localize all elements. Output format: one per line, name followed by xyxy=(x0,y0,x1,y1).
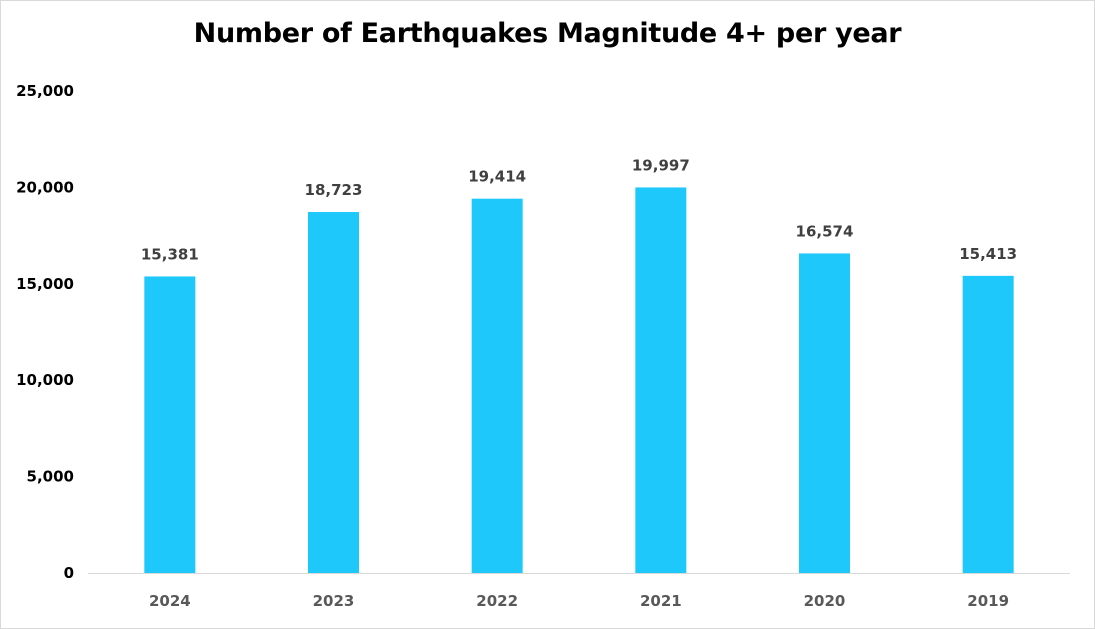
data-label: 15,381 xyxy=(141,245,199,263)
y-tick-label: 10,000 xyxy=(16,371,74,389)
data-label: 18,723 xyxy=(305,181,363,199)
x-tick-label: 2023 xyxy=(313,592,355,610)
y-tick-label: 20,000 xyxy=(16,178,74,196)
data-label: 19,414 xyxy=(468,168,526,186)
data-label: 16,574 xyxy=(796,222,854,240)
bar xyxy=(635,187,687,574)
bar xyxy=(799,253,850,573)
chart-title: Number of Earthquakes Magnitude 4+ per y… xyxy=(193,18,902,49)
bar xyxy=(308,212,359,573)
bar xyxy=(962,275,1014,573)
data-label: 15,413 xyxy=(959,245,1017,263)
x-tick-label: 2024 xyxy=(149,592,191,610)
data-label: 19,997 xyxy=(632,156,690,174)
x-axis-ticks: 2024 2023 2022 2021 2020 2019 xyxy=(149,592,1009,610)
y-tick-label: 5,000 xyxy=(27,468,74,486)
data-labels: 15,381 18,723 19,414 19,997 16,574 15,413 xyxy=(141,156,1017,263)
x-tick-label: 2020 xyxy=(804,592,846,610)
bar xyxy=(144,276,196,573)
x-tick-label: 2019 xyxy=(967,592,1009,610)
x-tick-label: 2022 xyxy=(476,592,518,610)
x-tick-label: 2021 xyxy=(640,592,682,610)
y-tick-label: 15,000 xyxy=(16,275,74,293)
bars xyxy=(144,187,1014,574)
bar xyxy=(471,198,523,574)
y-axis-ticks: 0 5,000 10,000 15,000 20,000 25,000 xyxy=(16,82,74,582)
y-tick-label: 0 xyxy=(64,564,74,582)
y-tick-label: 25,000 xyxy=(16,82,74,100)
